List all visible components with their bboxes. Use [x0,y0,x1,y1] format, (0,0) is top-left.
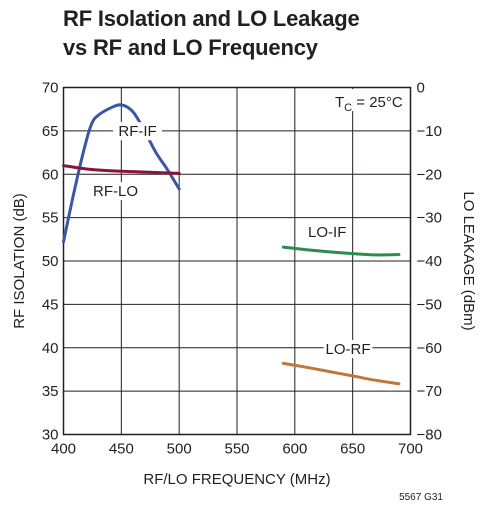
label-background [302,222,352,241]
label-background [323,339,373,358]
x-tick-label: 400 [51,441,76,458]
label-background [91,182,141,201]
y-tick-label: 30 [42,427,59,444]
x-tick-label: 500 [167,441,192,458]
y2-tick-label: −10 [417,123,442,140]
y2-tick-label: −20 [417,166,442,183]
y-tick-label: 50 [42,253,59,270]
y2-tick-label: 0 [417,80,425,97]
temperature-annotation: TC = 25°C [330,89,408,114]
chart-title-line-2: vs RF and LO Frequency [63,35,318,60]
y2-axis-label: LO LEAKAGE (dBm) [460,191,477,330]
y2-tick-label: −30 [417,210,442,227]
x-axis-label: RF/LO FREQUENCY (MHz) [143,471,330,488]
series-lines [62,103,401,386]
series-label-lo-if: LO-IF [308,224,346,241]
y2-tick-label: −50 [417,296,442,313]
y-axis-label: RF ISOLATION (dB) [11,193,28,329]
temperature-annotation-text: TC = 25°C [335,94,403,114]
y-tick-label: 70 [42,80,59,97]
y2-tick-label: −70 [417,383,442,400]
x-tick-label: 450 [109,441,134,458]
y2-tick-label: −60 [417,340,442,357]
y-tick-label: 60 [42,166,59,183]
x-tick-label: 600 [282,441,307,458]
series-labels: RF-IF RF-LO LO-IF LO-RF [91,122,373,358]
y-tick-label: 55 [42,210,59,227]
series-rf-if-line [62,103,181,244]
plot-frame [62,86,412,436]
x-tick-label: 650 [340,441,365,458]
x-tick-label: 550 [224,441,249,458]
y-tick-label: 45 [42,296,59,313]
x-tick-label: 700 [398,441,423,458]
series-label-rf-if: RF-IF [118,123,156,140]
label-background [113,122,163,141]
y2-tick-label: −80 [417,427,442,444]
series-rf-lo-line [62,164,181,175]
series-label-rf-lo: RF-LO [93,183,138,200]
figure-id: 5567 G31 [399,492,443,503]
series-lo-if-line [281,245,401,257]
y2-tick-label: −40 [417,253,442,270]
series-label-lo-rf: LO-RF [326,341,371,358]
series-lo-rf-line [281,361,401,386]
y-tick-label: 35 [42,383,59,400]
chart-title-line-1: RF Isolation and LO Leakage [63,6,360,31]
annotation-background [330,89,408,111]
y-tick-label: 40 [42,340,59,357]
y-tick-label: 65 [42,123,59,140]
